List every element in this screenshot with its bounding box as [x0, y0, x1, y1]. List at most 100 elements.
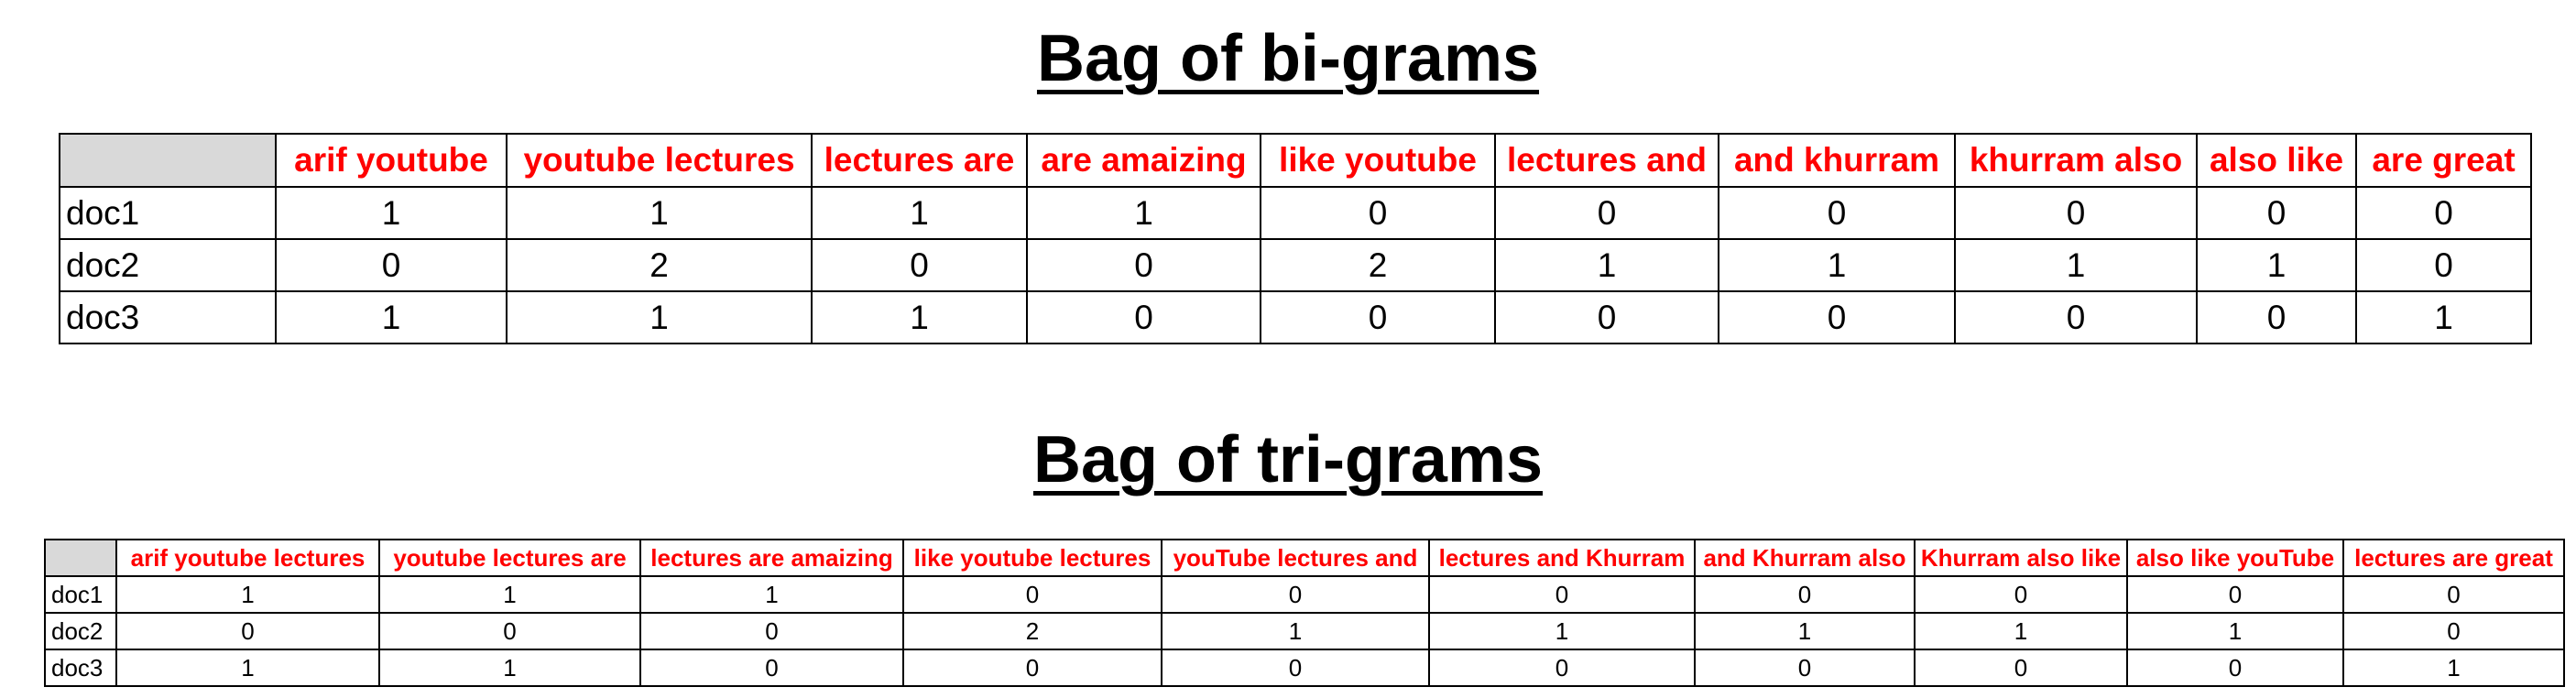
- count-cell: 0: [1161, 649, 1430, 687]
- row-label: doc2: [44, 612, 117, 650]
- count-cell: 0: [639, 612, 904, 650]
- trigram-header-cell: also like youTube: [2126, 539, 2344, 577]
- count-cell: 1: [1954, 238, 2198, 292]
- count-cell: 0: [1718, 290, 1956, 344]
- count-cell: 0: [1026, 238, 1261, 292]
- bigram-header-cell: lectures are: [811, 133, 1028, 188]
- count-cell: 1: [2342, 649, 2565, 687]
- trigram-corner-cell: [44, 539, 117, 577]
- count-cell: 0: [115, 612, 380, 650]
- count-cell: 0: [1428, 575, 1696, 614]
- count-cell: 0: [1694, 649, 1916, 687]
- trigram-header-cell: youTube lectures and: [1161, 539, 1430, 577]
- count-cell: 1: [1914, 612, 2128, 650]
- trigram-header-cell: Khurram also like: [1914, 539, 2128, 577]
- count-cell: 1: [506, 186, 813, 240]
- count-cell: 2: [902, 612, 1162, 650]
- count-cell: 1: [378, 575, 641, 614]
- trigram-table: arif youtube lectures youtube lectures a…: [44, 539, 2565, 687]
- count-cell: 1: [1428, 612, 1696, 650]
- count-cell: 0: [1494, 290, 1719, 344]
- table-row: doc1 1 1 1 1 0 0 0 0 0 0: [59, 186, 2532, 240]
- trigram-header-cell: lectures are amaizing: [639, 539, 904, 577]
- bigram-header-cell: arif youtube: [275, 133, 508, 188]
- count-cell: 0: [1914, 575, 2128, 614]
- count-cell: 0: [2126, 649, 2344, 687]
- bigram-table: arif youtube youtube lectures lectures a…: [59, 133, 2532, 344]
- count-cell: 1: [2126, 612, 2344, 650]
- count-cell: 1: [115, 575, 380, 614]
- count-cell: 0: [1494, 186, 1719, 240]
- count-cell: 0: [1026, 290, 1261, 344]
- trigram-header-row: arif youtube lectures youtube lectures a…: [44, 539, 2565, 577]
- row-label: doc1: [44, 575, 117, 614]
- trigram-header-cell: and Khurram also: [1694, 539, 1916, 577]
- bigram-header-cell: are great: [2355, 133, 2532, 188]
- bigram-header-cell: lectures and: [1494, 133, 1719, 188]
- trigram-header-cell: lectures are great: [2342, 539, 2565, 577]
- count-cell: 0: [902, 649, 1162, 687]
- row-label: doc2: [59, 238, 277, 292]
- count-cell: 1: [378, 649, 641, 687]
- count-cell: 1: [1026, 186, 1261, 240]
- count-cell: 1: [1494, 238, 1719, 292]
- count-cell: 1: [1694, 612, 1916, 650]
- bigram-header-cell: like youtube: [1260, 133, 1496, 188]
- trigram-header-cell: arif youtube lectures: [115, 539, 380, 577]
- count-cell: 1: [2355, 290, 2532, 344]
- bigram-header-cell: also like: [2196, 133, 2357, 188]
- bigram-header-cell: youtube lectures: [506, 133, 813, 188]
- count-cell: 0: [1954, 290, 2198, 344]
- row-label: doc1: [59, 186, 277, 240]
- row-label: doc3: [59, 290, 277, 344]
- count-cell: 0: [1718, 186, 1956, 240]
- count-cell: 2: [506, 238, 813, 292]
- table-row: doc2 0 0 0 2 1 1 1 1 1 0: [44, 612, 2565, 650]
- count-cell: 1: [275, 186, 508, 240]
- count-cell: 1: [1161, 612, 1430, 650]
- count-cell: 0: [378, 612, 641, 650]
- bigram-header-cell: and khurram: [1718, 133, 1956, 188]
- count-cell: 0: [902, 575, 1162, 614]
- count-cell: 0: [1260, 290, 1496, 344]
- count-cell: 1: [639, 575, 904, 614]
- trigram-header-cell: lectures and Khurram: [1428, 539, 1696, 577]
- count-cell: 1: [811, 186, 1028, 240]
- trigram-title: Bag of tri-grams: [1032, 423, 1544, 496]
- bigram-header-cell: are amaizing: [1026, 133, 1261, 188]
- count-cell: 0: [275, 238, 508, 292]
- count-cell: 2: [1260, 238, 1496, 292]
- count-cell: 0: [1914, 649, 2128, 687]
- count-cell: 0: [2342, 575, 2565, 614]
- trigram-header-cell: like youtube lectures: [902, 539, 1162, 577]
- table-row: doc2 0 2 0 0 2 1 1 1 1 0: [59, 238, 2532, 292]
- count-cell: 0: [2196, 186, 2357, 240]
- count-cell: 0: [1694, 575, 1916, 614]
- table-row: doc3 1 1 0 0 0 0 0 0 0 1: [44, 649, 2565, 687]
- count-cell: 0: [2196, 290, 2357, 344]
- count-cell: 0: [639, 649, 904, 687]
- count-cell: 0: [2126, 575, 2344, 614]
- count-cell: 0: [1260, 186, 1496, 240]
- table-row: doc3 1 1 1 0 0 0 0 0 0 1: [59, 290, 2532, 344]
- count-cell: 1: [115, 649, 380, 687]
- bigram-corner-cell: [59, 133, 277, 188]
- count-cell: 1: [2196, 238, 2357, 292]
- count-cell: 0: [2342, 612, 2565, 650]
- count-cell: 1: [1718, 238, 1956, 292]
- bigram-header-row: arif youtube youtube lectures lectures a…: [59, 133, 2532, 188]
- count-cell: 0: [2355, 186, 2532, 240]
- count-cell: 0: [811, 238, 1028, 292]
- count-cell: 1: [811, 290, 1028, 344]
- row-label: doc3: [44, 649, 117, 687]
- trigram-header-cell: youtube lectures are: [378, 539, 641, 577]
- count-cell: 0: [1954, 186, 2198, 240]
- count-cell: 1: [275, 290, 508, 344]
- bigram-title: Bag of bi-grams: [1036, 22, 1540, 95]
- count-cell: 0: [1161, 575, 1430, 614]
- count-cell: 0: [1428, 649, 1696, 687]
- table-row: doc1 1 1 1 0 0 0 0 0 0 0: [44, 575, 2565, 614]
- count-cell: 0: [2355, 238, 2532, 292]
- count-cell: 1: [506, 290, 813, 344]
- bigram-header-cell: khurram also: [1954, 133, 2198, 188]
